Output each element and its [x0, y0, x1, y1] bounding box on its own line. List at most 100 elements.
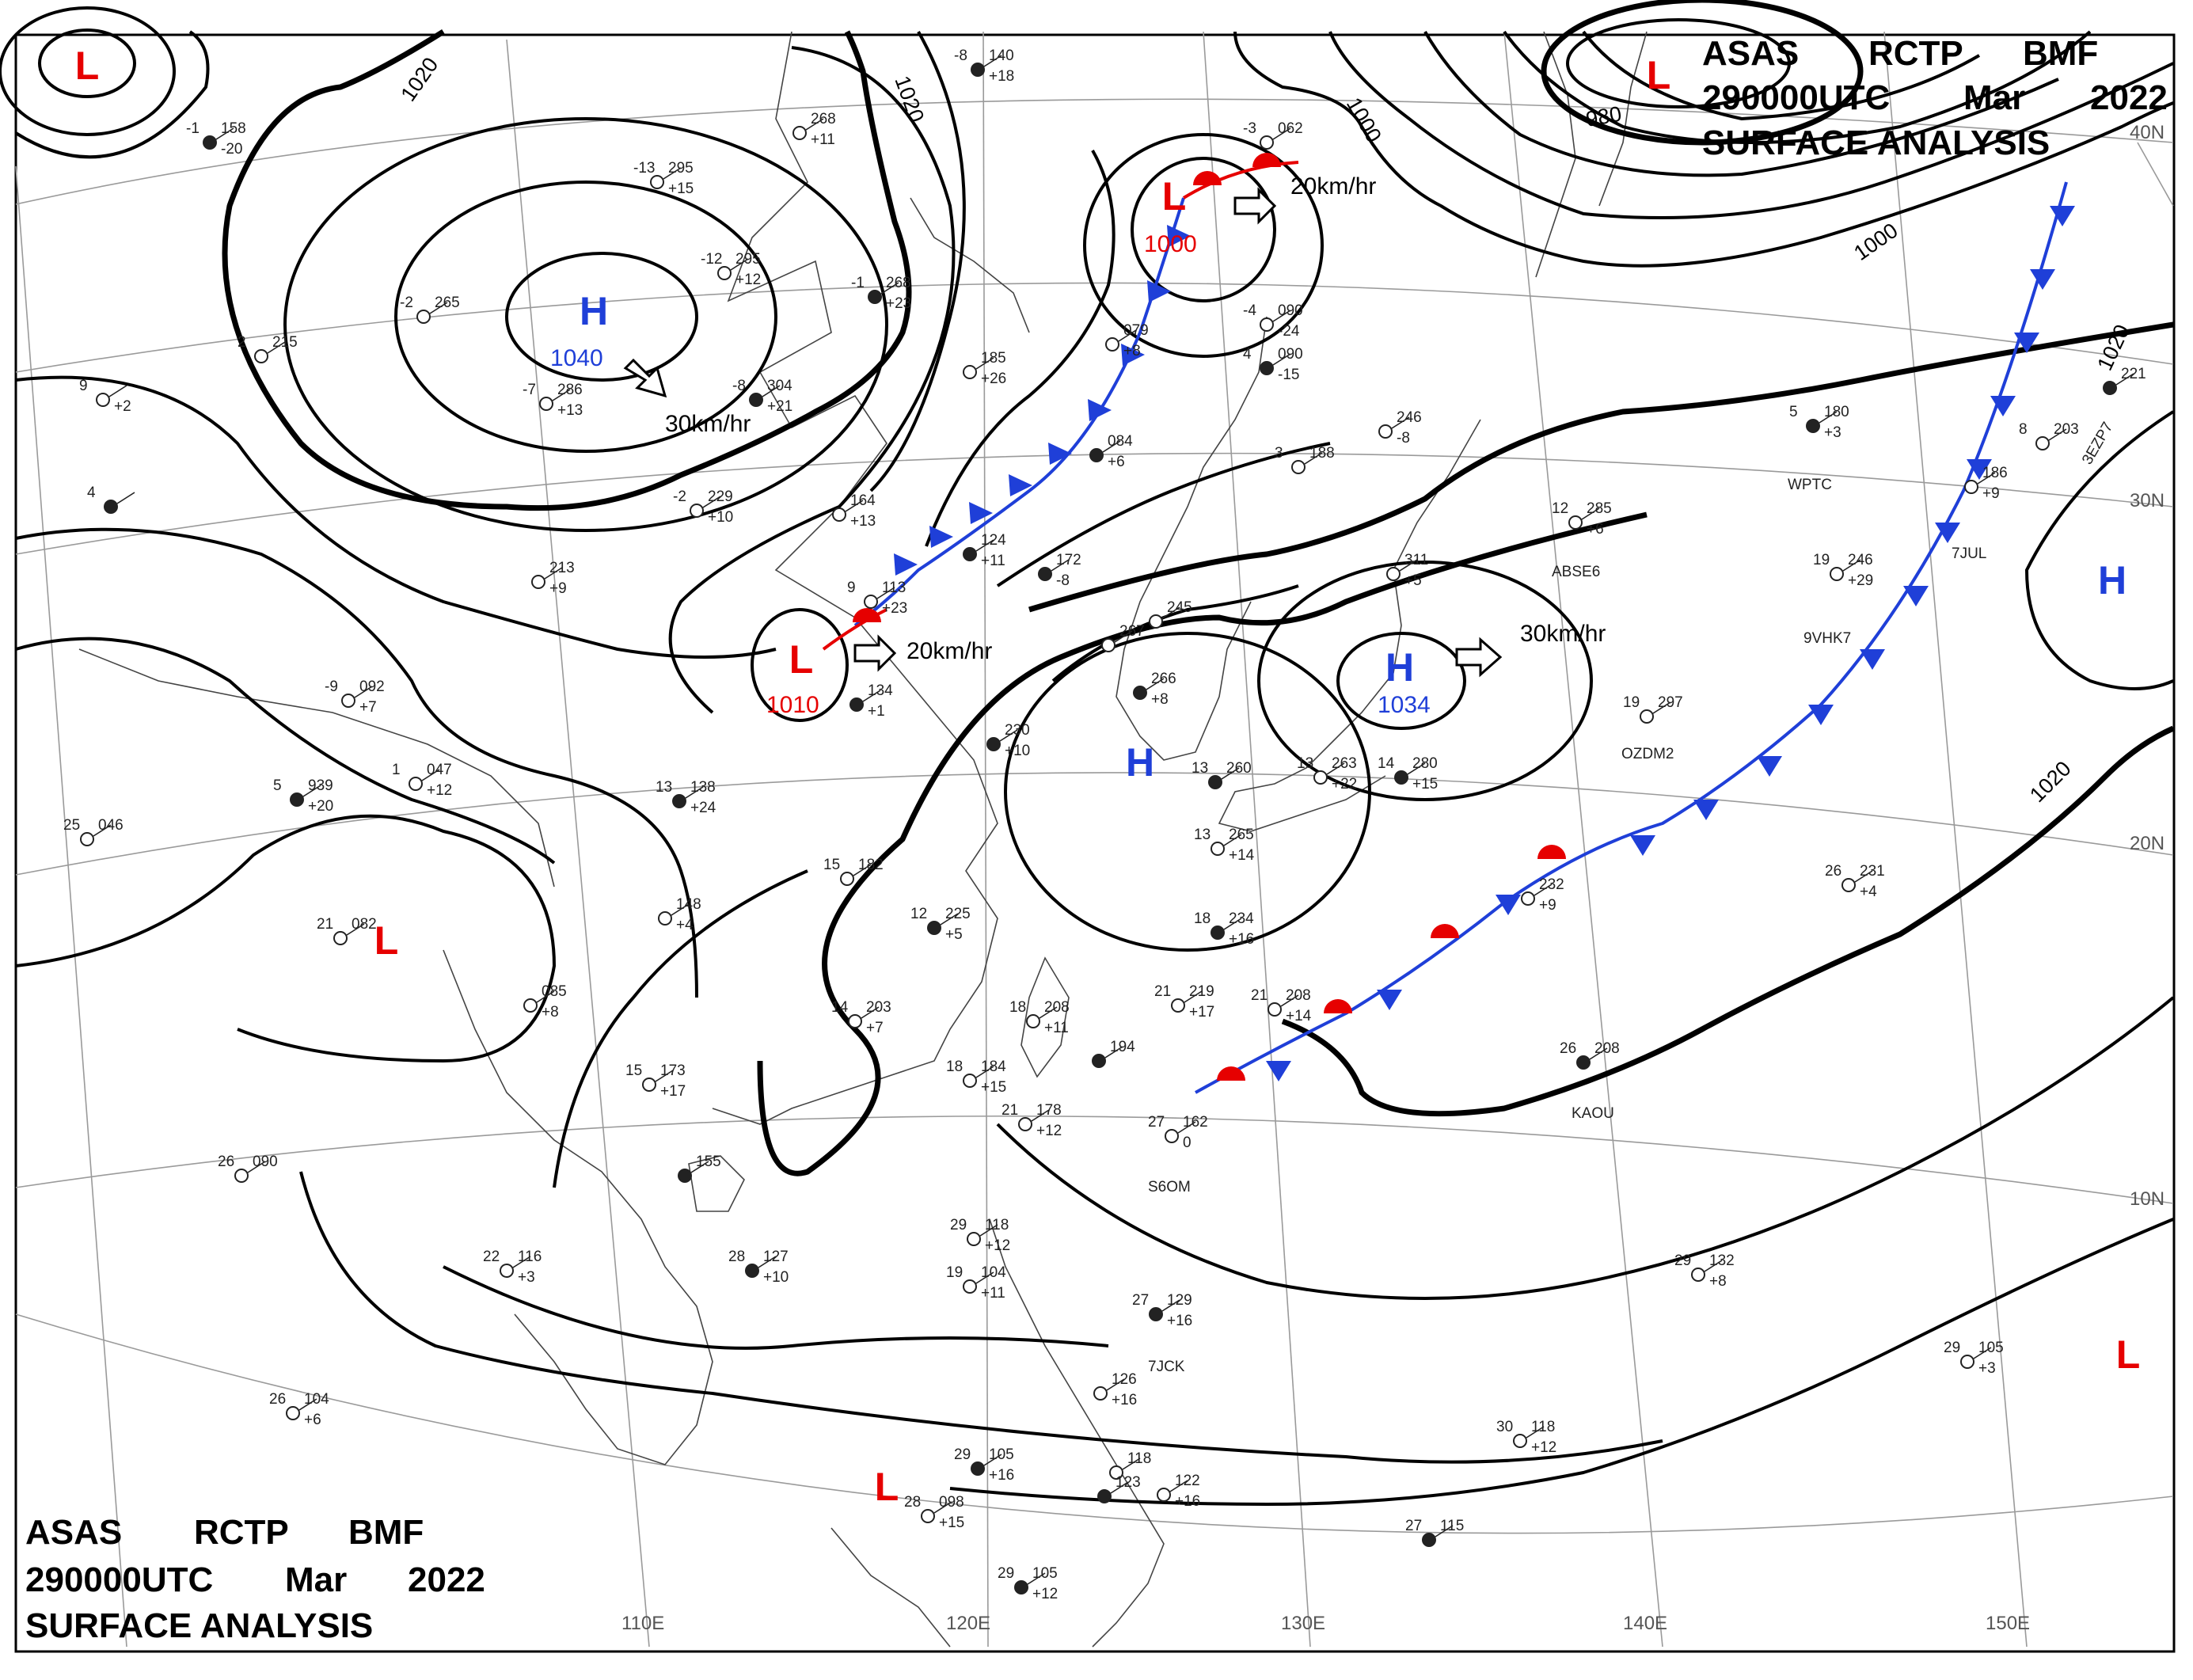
station-plot: 3 188 — [1275, 445, 1335, 474]
stationary-front-triangle — [2050, 206, 2075, 226]
low-center-symbol: L — [875, 1465, 899, 1509]
station-pressure: 280 — [1412, 755, 1438, 772]
station-pressure: 140 — [989, 48, 1014, 64]
station-tendency: +21 — [767, 398, 792, 415]
wind-barb — [1161, 606, 1180, 619]
station-circle — [1208, 775, 1222, 789]
station-plot: 15 173 +17 — [625, 1062, 686, 1100]
station-circle — [1521, 891, 1535, 906]
station-tendency: +16 — [1175, 1493, 1200, 1510]
station-plot: -2 265 — [400, 295, 460, 324]
station-circle — [1211, 926, 1225, 940]
station-temperature: 26 — [269, 1391, 286, 1408]
station-tendency: +3 — [1978, 1360, 1996, 1377]
station-pressure: 232 — [1539, 876, 1564, 893]
meridian-140e — [1503, 31, 1663, 1648]
station-pressure: 162 — [1183, 1114, 1208, 1131]
station-tendency: +7 — [359, 699, 377, 716]
station-tendency: -15 — [1278, 367, 1299, 383]
station-pressure: 155 — [696, 1154, 721, 1170]
wind-barb — [975, 1066, 994, 1078]
station-circle — [1640, 709, 1654, 724]
high-center-symbol: H — [580, 289, 608, 333]
station-plot: 21 178 +12 — [1001, 1102, 1062, 1139]
isobar-south-3 — [443, 1265, 1109, 1350]
low-center-symbol: L — [374, 918, 399, 963]
isobar-north-2 — [996, 442, 1331, 587]
station-tendency: +9 — [1539, 897, 1556, 914]
station-plot: 18 184 +15 — [946, 1059, 1006, 1096]
station-tendency: 0 — [1183, 1135, 1192, 1151]
station-pressure: 246 — [1397, 409, 1422, 426]
station-tendency: +11 — [1044, 1020, 1069, 1036]
station-temperature: 13 — [656, 779, 672, 796]
station-pressure: 295 — [735, 251, 761, 268]
isobar-deep-low-6 — [1541, 0, 1864, 146]
parallel-20n — [15, 772, 2174, 876]
station-pressure: 104 — [981, 1264, 1006, 1281]
station-pressure: 219 — [1189, 983, 1214, 1000]
station-temperature: -1 — [186, 120, 200, 137]
station-temperature: 13 — [1192, 760, 1208, 777]
wind-barb — [1526, 1426, 1545, 1439]
station-pressure: 122 — [1175, 1473, 1200, 1489]
isobar-low-nw-2 — [0, 6, 176, 136]
ship-ids: ABSE6 9VHK7 OZDM2 WPTC 7JUL 3EZP7 KAOU S… — [1148, 420, 2116, 1375]
stationary-front-triangle — [1757, 756, 1782, 777]
station-pressure: 113 — [882, 580, 906, 596]
wind-barb — [247, 1161, 266, 1173]
station-plot: 185+26 — [963, 350, 1006, 387]
station-tendency: +23 — [886, 295, 911, 312]
wind-barb — [1272, 353, 1291, 366]
station-pressure: 079 — [1123, 322, 1149, 339]
footer-time: 290000UTC — [25, 1560, 213, 1599]
station-tendency: +13 — [850, 513, 876, 530]
station-temperature: 13 — [1194, 827, 1211, 843]
meridian-100e — [15, 165, 127, 1648]
parallel-40n — [15, 98, 2174, 205]
station-plot: 221 — [2103, 366, 2146, 395]
station-tendency: +12 — [427, 782, 452, 799]
lon-label-120e: 120E — [946, 1613, 990, 1634]
station-plot: -1 268 +23 — [851, 275, 911, 312]
isobar-low-1000-2 — [1083, 133, 1324, 358]
wind-barb — [116, 492, 135, 504]
isobar-high-1034-2 — [1257, 561, 1593, 801]
station-tendency: +12 — [1032, 1586, 1058, 1602]
station-circle — [792, 126, 807, 140]
wind-barb — [1106, 1378, 1125, 1391]
station-plot: 25 046 — [63, 817, 124, 846]
station-pressure: 267 — [1119, 623, 1145, 640]
station-plot: -12 295 +12 — [701, 251, 761, 288]
wind-barb — [975, 1271, 994, 1284]
wind-barb — [302, 785, 321, 797]
station-temperature: 15 — [823, 857, 840, 873]
station-circle — [104, 500, 118, 514]
wind-barb — [1581, 507, 1600, 520]
station-plot: 18 234 +16 — [1194, 910, 1254, 948]
wind-barb — [108, 385, 127, 397]
wind-barb — [805, 118, 824, 131]
station-pressure: 085 — [542, 983, 567, 1000]
station-tendency: +7 — [866, 1020, 884, 1036]
station-circle — [864, 595, 878, 609]
station-temperature: 19 — [1623, 694, 1640, 711]
station-circle — [539, 397, 553, 411]
station-circle — [409, 777, 423, 791]
station-plot: 15 182 — [823, 857, 884, 886]
station-plot: 14 203 +7 — [831, 999, 891, 1036]
wind-barb — [1223, 918, 1242, 930]
station-pressure: 118 — [1531, 1419, 1555, 1435]
isobar-west-1 — [15, 527, 698, 998]
lon-label-140e: 140E — [1623, 1613, 1667, 1634]
station-pressure: 047 — [427, 762, 452, 778]
station-plot: 268+11 — [792, 111, 836, 148]
station-circle — [1268, 1002, 1282, 1017]
station-plot: 18 208 +11 — [1009, 999, 1070, 1036]
station-pressure: 129 — [1167, 1292, 1192, 1309]
station-temperature: -7 — [523, 382, 536, 398]
wind-barb — [933, 1501, 952, 1514]
station-pressure: 295 — [668, 160, 694, 177]
wind-barb — [346, 923, 365, 936]
coastlines — [78, 31, 1648, 1648]
